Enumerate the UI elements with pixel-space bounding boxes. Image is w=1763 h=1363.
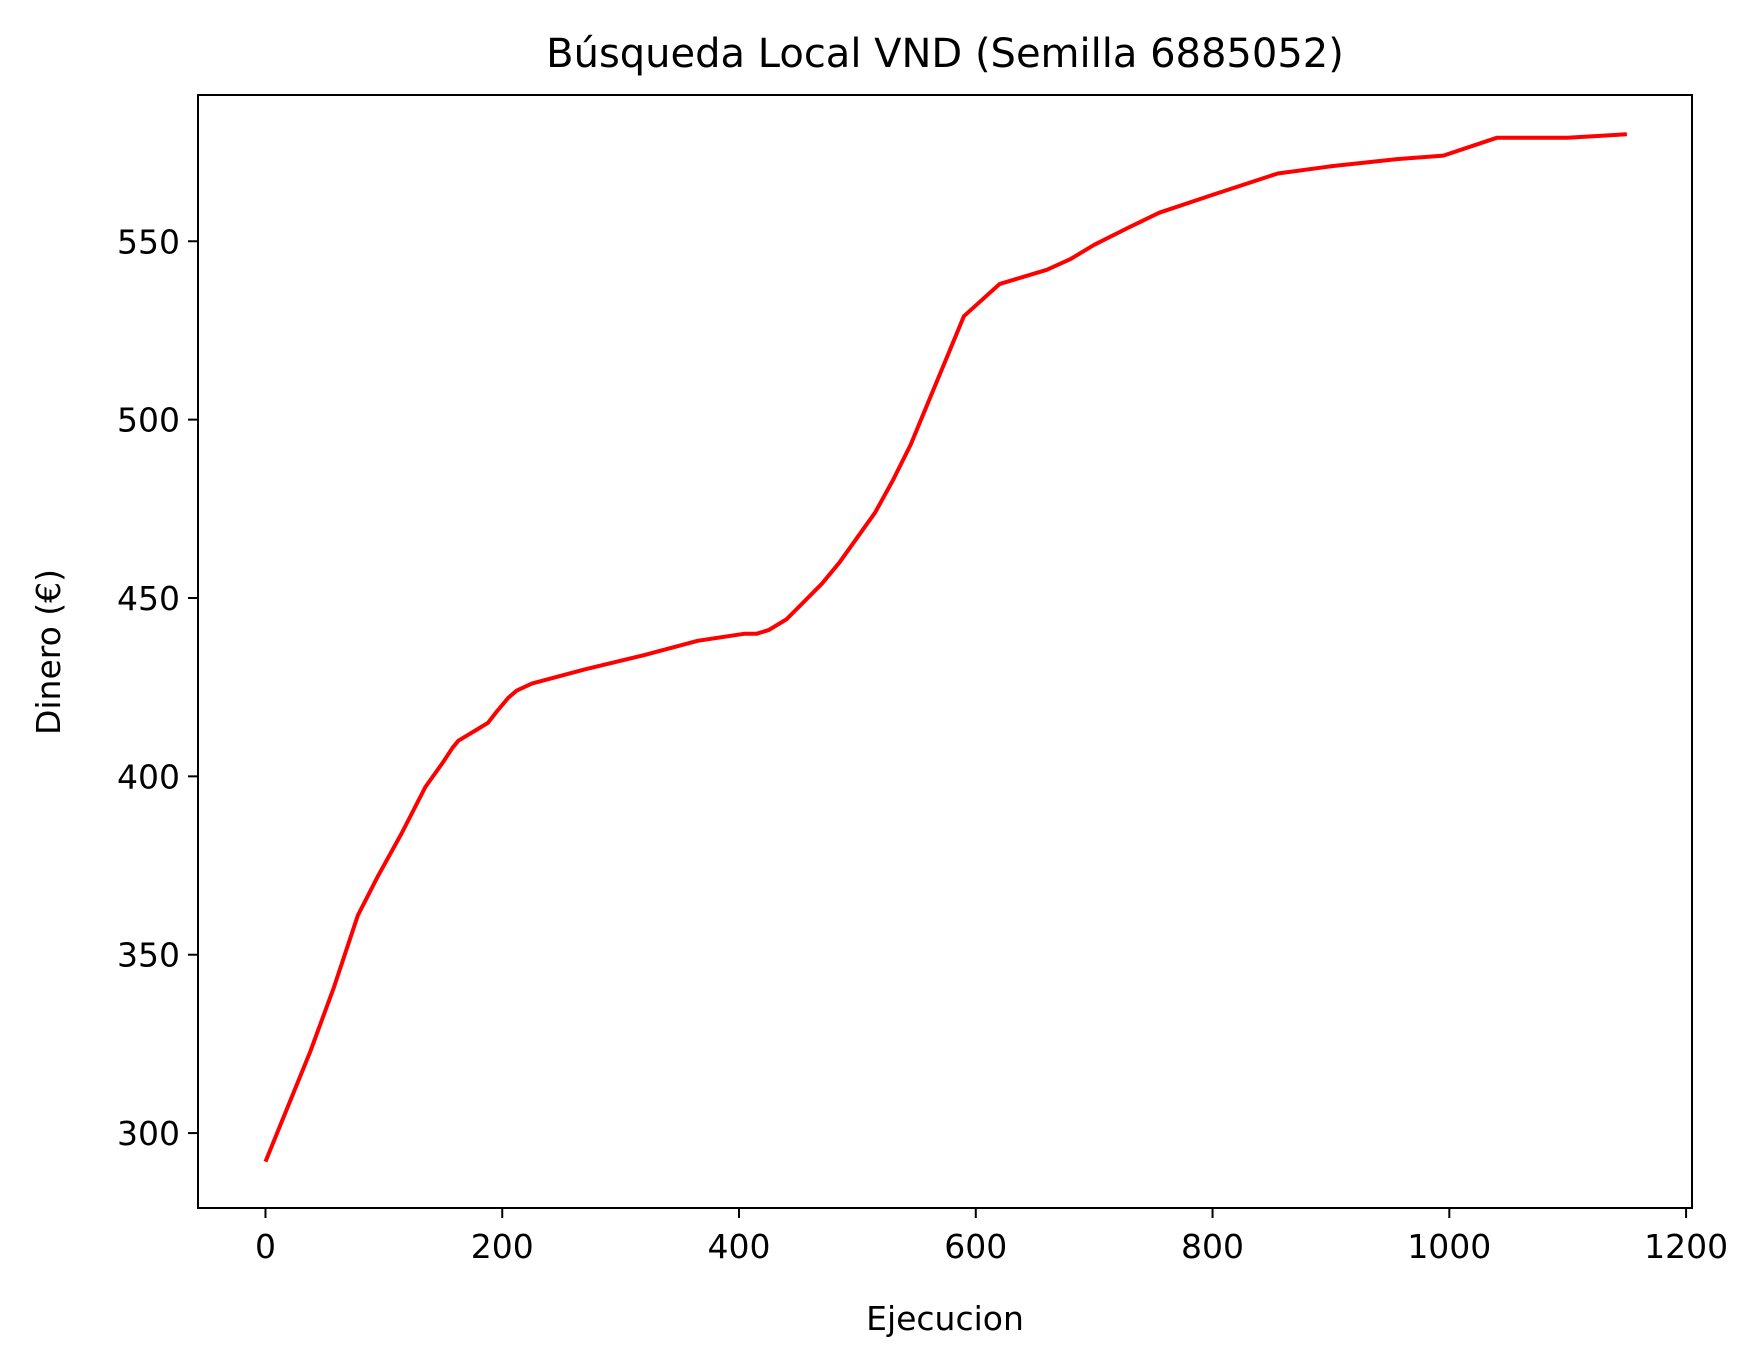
y-axis-ticks: 300 350 400 450 500 550 xyxy=(117,222,198,1153)
x-axis-label: Ejecucion xyxy=(866,1299,1024,1338)
x-tick-label: 800 xyxy=(1181,1227,1244,1266)
y-tick-label: 550 xyxy=(117,222,180,261)
x-tick-label: 1000 xyxy=(1407,1227,1491,1266)
y-tick-label: 450 xyxy=(117,579,180,618)
plot-area xyxy=(263,132,1628,1163)
y-tick-label: 350 xyxy=(117,936,180,975)
x-tick-label: 1200 xyxy=(1644,1227,1728,1266)
x-tick-label: 200 xyxy=(471,1227,534,1266)
x-axis-ticks: 0 200 400 600 800 1000 1200 xyxy=(255,1208,1728,1266)
chart-title: Búsqueda Local VND (Semilla 6885052) xyxy=(546,31,1344,77)
x-tick-label: 400 xyxy=(708,1227,771,1266)
y-axis-label: Dinero (€) xyxy=(29,569,68,735)
y-tick-label: 300 xyxy=(117,1114,180,1153)
x-tick-label: 600 xyxy=(944,1227,1007,1266)
series-line-0 xyxy=(263,132,1628,1163)
x-tick-label: 0 xyxy=(255,1227,276,1266)
y-tick-label: 400 xyxy=(117,757,180,796)
y-tick-label: 500 xyxy=(117,401,180,440)
plot-frame xyxy=(197,94,1693,1209)
